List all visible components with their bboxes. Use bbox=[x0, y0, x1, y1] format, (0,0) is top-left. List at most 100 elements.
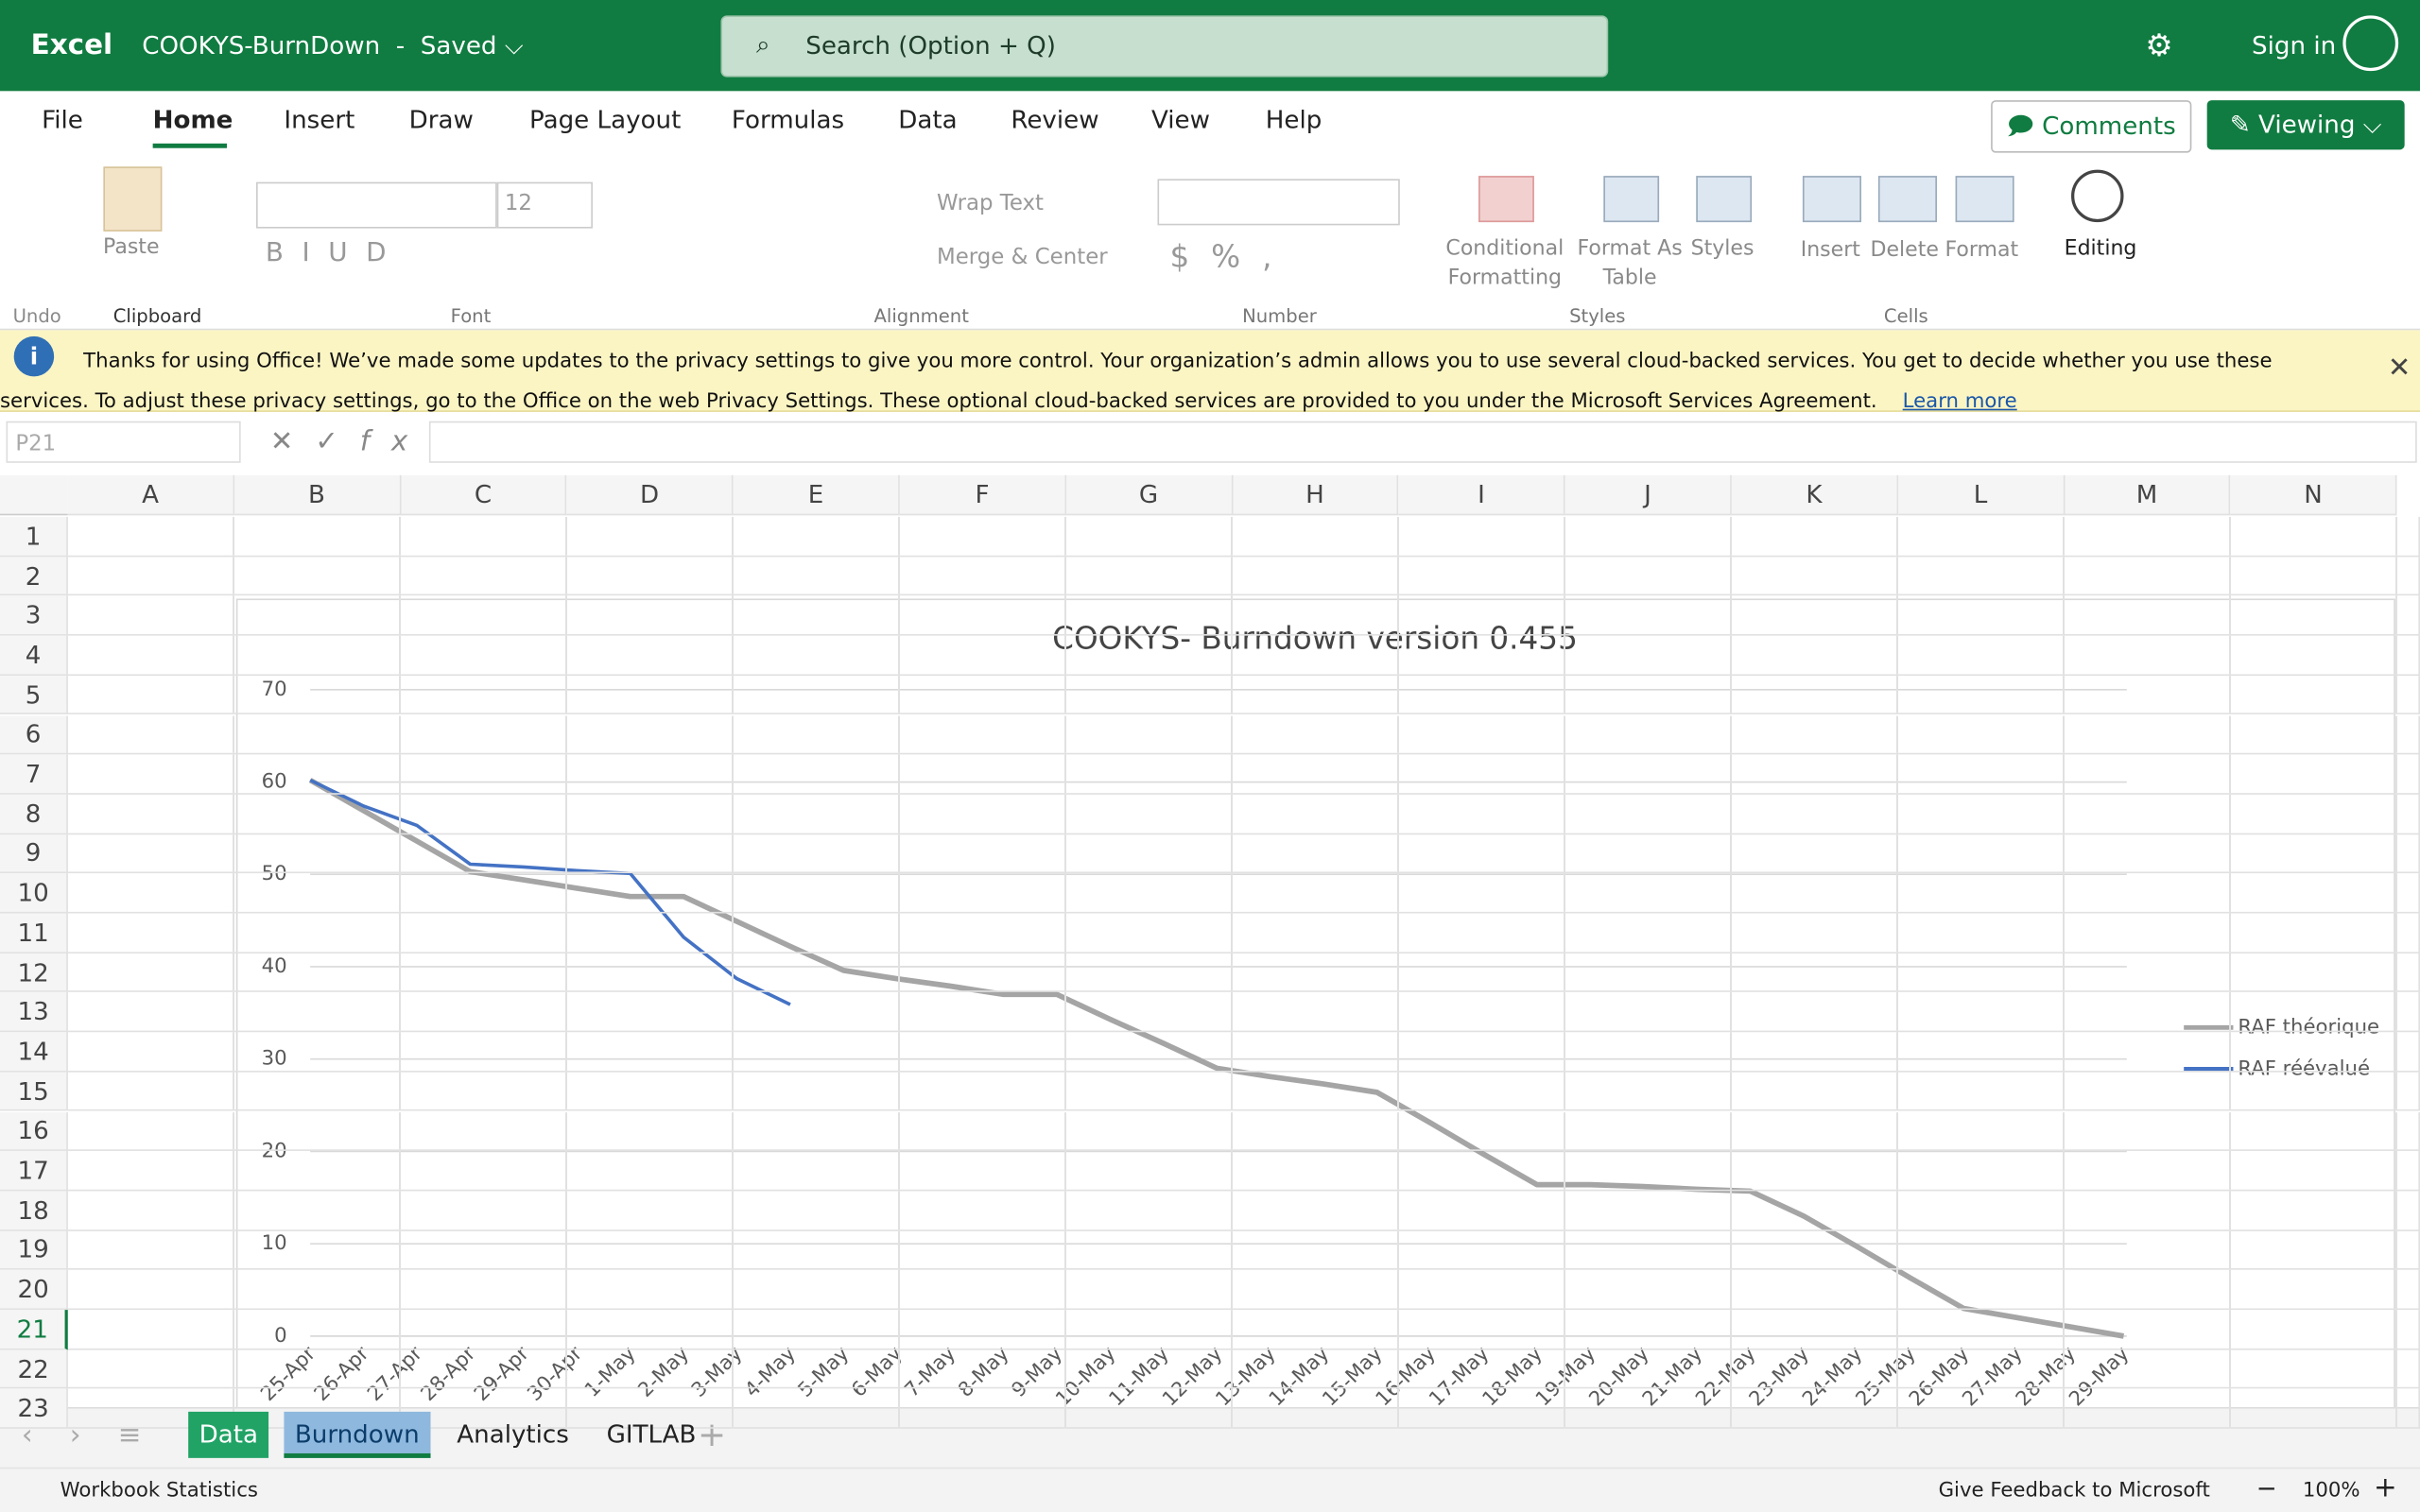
ribbon-tab[interactable]: File bbox=[42, 105, 83, 135]
ribbon-tab[interactable]: Page Layout bbox=[528, 105, 682, 135]
font-size-box bbox=[496, 181, 593, 229]
row-header: 21 bbox=[0, 1310, 68, 1350]
row-header: 7 bbox=[0, 754, 68, 795]
row-header: 8 bbox=[0, 794, 68, 834]
comments-label: Comments bbox=[2042, 111, 2176, 141]
column-header: M bbox=[2064, 474, 2231, 516]
viewing-button[interactable]: ✎ Viewing ⌵ bbox=[2206, 100, 2405, 150]
format-label: Format bbox=[1945, 237, 2019, 263]
cond-icon bbox=[1478, 176, 1534, 223]
row-header: 6 bbox=[0, 714, 68, 755]
row-header: 3 bbox=[0, 595, 68, 636]
row-header: 14 bbox=[0, 1032, 68, 1073]
grid-row bbox=[67, 1151, 2420, 1192]
cond-label-2: Formatting bbox=[1447, 265, 1563, 290]
grid-row bbox=[67, 1310, 2420, 1350]
search-box[interactable] bbox=[720, 15, 1609, 77]
row-header: 16 bbox=[0, 1111, 68, 1152]
status-bar bbox=[0, 1467, 2420, 1512]
insert-icon bbox=[1802, 176, 1861, 223]
formula-buttons: ✕✓fx bbox=[269, 425, 430, 458]
search-placeholder: Search (Option + Q) bbox=[805, 30, 1056, 60]
ribbon-border bbox=[0, 328, 2420, 331]
ribbon-tab[interactable]: Review bbox=[1011, 105, 1099, 135]
grid-row bbox=[67, 635, 2420, 676]
column-header: H bbox=[1232, 474, 1399, 516]
sheet-tab[interactable]: Burndown bbox=[284, 1411, 431, 1458]
formula-bar[interactable] bbox=[428, 421, 2417, 463]
grid-row bbox=[67, 516, 2420, 557]
column-header: E bbox=[733, 474, 900, 516]
styles-icon bbox=[1696, 176, 1753, 223]
comments-button[interactable]: 🗩 Comments bbox=[1991, 100, 2192, 153]
grid-row bbox=[67, 1270, 2420, 1311]
viewing-label: Viewing bbox=[2258, 109, 2356, 139]
doc-name[interactable]: COOKYS-BurnDown - Saved ⌵ bbox=[142, 30, 524, 60]
ribbon-tab[interactable]: Formulas bbox=[731, 105, 845, 135]
grid-row bbox=[67, 1072, 2420, 1112]
paste-label: Paste bbox=[103, 234, 160, 260]
grid-row bbox=[67, 754, 2420, 795]
name-box-value: P21 bbox=[15, 432, 57, 457]
workbook-stats[interactable]: Workbook Statistics bbox=[60, 1479, 258, 1503]
row-header: 20 bbox=[0, 1270, 68, 1311]
sheet-tab[interactable]: GITLAB bbox=[606, 1419, 697, 1450]
learn-more[interactable]: Learn more bbox=[1902, 390, 2017, 414]
font-size: 12 bbox=[504, 191, 532, 216]
banner-close[interactable]: ✕ bbox=[2387, 352, 2411, 385]
font-label: Font bbox=[450, 305, 492, 328]
banner-message: Thanks for using Office! We’ve made some… bbox=[0, 350, 2273, 414]
editing-icon bbox=[2071, 169, 2124, 223]
grid-row bbox=[67, 833, 2420, 874]
insert-label: Insert bbox=[1800, 237, 1860, 263]
editing-label[interactable]: Editing bbox=[2064, 235, 2137, 261]
grid-row bbox=[67, 992, 2420, 1033]
ribbon-tab[interactable]: Draw bbox=[408, 105, 474, 135]
grid-row bbox=[67, 953, 2420, 993]
row-header: 2 bbox=[0, 556, 68, 596]
zoom-in[interactable]: + bbox=[2374, 1471, 2397, 1504]
grid-row bbox=[67, 1389, 2420, 1429]
banner-text: Thanks for using Office! We’ve made some… bbox=[0, 342, 2330, 422]
column-header: B bbox=[233, 474, 401, 516]
ribbon-tab[interactable]: Help bbox=[1265, 105, 1322, 135]
row-header: 15 bbox=[0, 1072, 68, 1112]
ribbon-tab[interactable]: Home bbox=[152, 105, 233, 135]
column-header: D bbox=[566, 474, 734, 516]
wrap-text: Wrap Text bbox=[937, 191, 1045, 216]
column-header: A bbox=[67, 474, 234, 516]
column-header: F bbox=[899, 474, 1066, 516]
cond-label-1: Conditional bbox=[1445, 235, 1564, 261]
corner bbox=[0, 474, 68, 516]
row-header: 17 bbox=[0, 1151, 68, 1192]
zoom-out[interactable]: − bbox=[2256, 1473, 2277, 1503]
settings-icon[interactable]: ⚙ bbox=[2145, 26, 2173, 63]
sign-in[interactable]: Sign in bbox=[2252, 30, 2337, 60]
row-header: 9 bbox=[0, 833, 68, 874]
grid-row bbox=[67, 913, 2420, 954]
ribbon-tab[interactable]: View bbox=[1150, 105, 1210, 135]
zoom: 100% bbox=[2302, 1479, 2360, 1503]
row-header: 19 bbox=[0, 1230, 68, 1271]
grid-row bbox=[67, 873, 2420, 914]
grid-row bbox=[67, 1349, 2420, 1389]
font-name-box bbox=[256, 181, 497, 229]
active-tab-underline bbox=[152, 143, 227, 148]
app-name[interactable]: Excel bbox=[30, 29, 113, 62]
name-box[interactable] bbox=[6, 421, 241, 463]
number-buttons: $%, bbox=[1169, 237, 1294, 275]
avatar[interactable] bbox=[2342, 15, 2399, 72]
sheet-tab[interactable]: Data bbox=[188, 1411, 269, 1458]
grid-row bbox=[67, 1230, 2420, 1271]
feedback[interactable]: Give Feedback to Microsoft bbox=[1938, 1479, 2210, 1503]
ribbon-tab[interactable]: Insert bbox=[284, 105, 355, 135]
privacy-banner bbox=[0, 330, 2420, 412]
info-icon: i bbox=[13, 335, 55, 377]
row-header: 4 bbox=[0, 635, 68, 676]
search-icon: ⌕ bbox=[755, 29, 770, 60]
ribbon-tab[interactable]: Data bbox=[898, 105, 958, 135]
row-header: 10 bbox=[0, 873, 68, 914]
sheet-tab[interactable]: Analytics bbox=[457, 1419, 569, 1450]
styles-label: Styles bbox=[1569, 305, 1626, 328]
